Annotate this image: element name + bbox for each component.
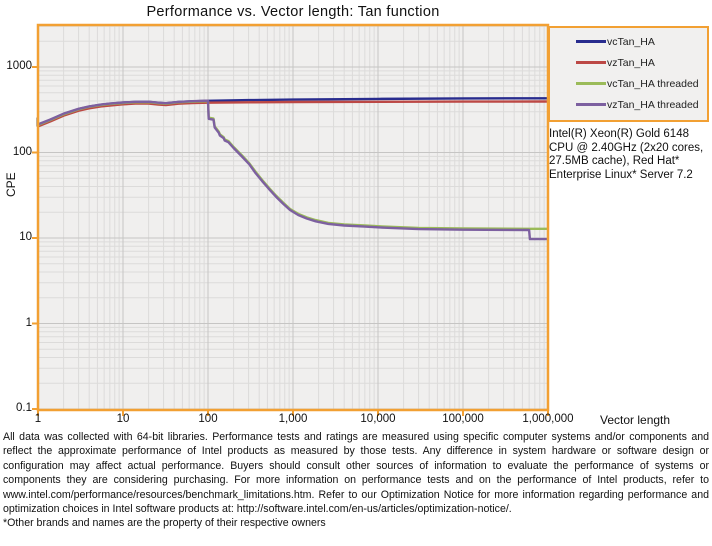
legend: vcTan_HA vzTan_HA vcTan_HA threaded vzTan_H… bbox=[548, 26, 709, 122]
plot-border bbox=[36, 23, 550, 412]
y-tick-label: 1000 bbox=[6, 60, 32, 72]
legend-line-swatch bbox=[576, 40, 606, 43]
x-tick-label: 1,000,000 bbox=[522, 413, 574, 425]
legend-line-swatch bbox=[576, 103, 606, 106]
x-tick-label: 100 bbox=[198, 413, 218, 425]
y-tick-label: 0.1 bbox=[16, 402, 32, 414]
x-tick-label: 1 bbox=[34, 413, 42, 425]
legend-label: vzTan_HA threaded bbox=[607, 98, 699, 111]
legend-item: vzTan_HA threaded bbox=[550, 94, 707, 115]
y-tick-label: 100 bbox=[12, 145, 32, 158]
y-tick-label: 1 bbox=[25, 316, 32, 329]
x-tick-label: 100,000 bbox=[442, 413, 484, 425]
chart-title: Performance vs. Vector length: Tan funct… bbox=[146, 4, 440, 20]
x-tick-label: 10 bbox=[116, 413, 130, 425]
series-vzTan_HA-threaded bbox=[37, 99, 548, 241]
x-tick-label: 10,000 bbox=[360, 413, 396, 425]
legend-label: vcTan_HA bbox=[607, 35, 655, 48]
system-info-text: Intel(R) Xeon(R) Gold 6148 CPU @ 2.40GHz… bbox=[549, 128, 704, 181]
x-axis-title: Vector length bbox=[600, 413, 671, 427]
legend-label: vzTan_HA bbox=[607, 56, 655, 69]
disclaimer-text: All data was collected with 64-bit libra… bbox=[3, 431, 709, 516]
series-vzTan_HA bbox=[37, 100, 549, 128]
y-tick-label: 10 bbox=[19, 231, 32, 243]
y-axis-title: CPE bbox=[4, 172, 18, 197]
legend-label: vcTan_HA threaded bbox=[607, 77, 699, 90]
legend-item: vcTan_HA bbox=[550, 31, 707, 52]
footnote-text: *Other brands and names are the property… bbox=[3, 517, 326, 529]
legend-item: vzTan_HA bbox=[550, 52, 707, 73]
legend-item: vcTan_HA threaded bbox=[550, 73, 707, 94]
x-tick-label: 1,000 bbox=[278, 413, 308, 425]
legend-line-swatch bbox=[576, 82, 606, 85]
legend-line-swatch bbox=[576, 61, 606, 64]
